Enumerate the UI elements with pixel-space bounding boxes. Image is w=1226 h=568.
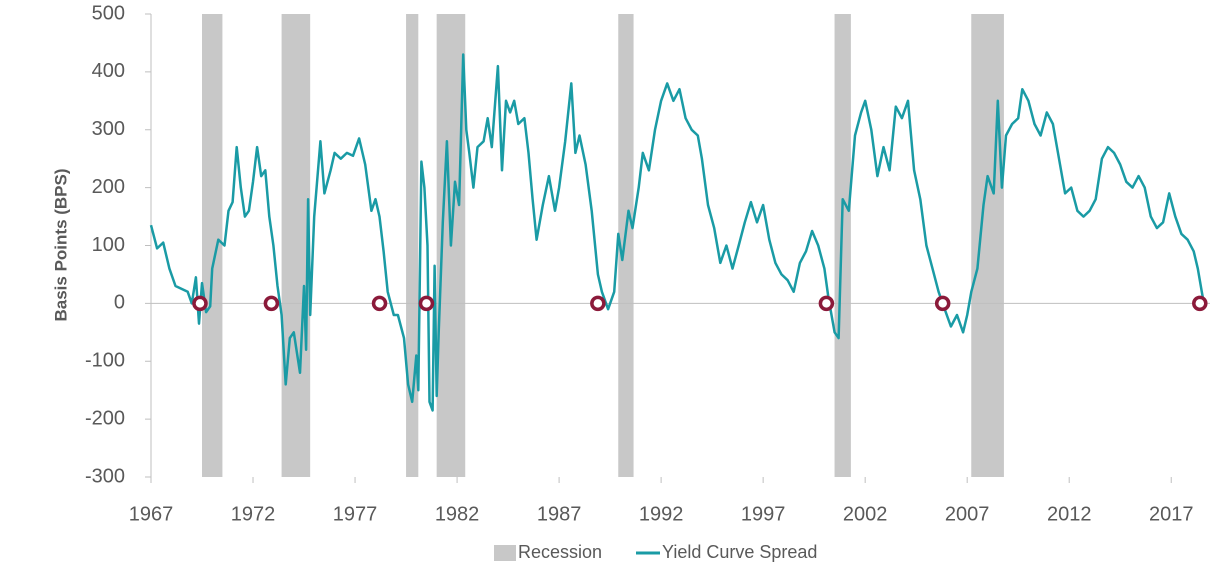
x-tick-label: 2012	[1047, 503, 1092, 525]
x-tick-label: 2002	[843, 503, 888, 525]
x-tick-label: 1992	[639, 503, 684, 525]
inversion-marker	[818, 295, 835, 312]
recession-band	[406, 14, 419, 477]
inversion-marker	[418, 295, 435, 312]
inversion-marker	[1192, 295, 1208, 312]
x-tick-label: 1997	[741, 503, 786, 525]
legend-swatch	[494, 545, 516, 561]
y-tick-label: 300	[92, 118, 125, 140]
x-tick-label: 1967	[129, 503, 174, 525]
inversion-marker	[263, 295, 280, 312]
y-axis-title: Basis Points (BPS)	[51, 168, 70, 321]
y-tick-label: 500	[92, 2, 125, 24]
x-tick-label: 1987	[537, 503, 582, 525]
inversion-marker	[590, 295, 606, 312]
legend-label: Recession	[518, 542, 602, 562]
recession-band	[202, 14, 223, 477]
x-tick-label: 2017	[1149, 503, 1194, 525]
y-tick-label: -300	[85, 465, 125, 487]
y-tick-label: 400	[92, 60, 125, 82]
legend-label: Yield Curve Spread	[662, 542, 817, 562]
y-tick-label: -100	[85, 350, 125, 372]
inversion-marker	[371, 295, 388, 312]
y-tick-label: 0	[114, 292, 125, 314]
recession-band	[618, 14, 634, 477]
y-tick-label: 100	[92, 234, 125, 256]
x-tick-label: 1977	[333, 503, 378, 525]
x-tick-label: 1972	[231, 503, 276, 525]
recession-band	[834, 14, 851, 477]
recession-band	[971, 14, 1004, 477]
inversion-marker	[192, 295, 208, 312]
inversion-marker	[934, 295, 951, 312]
recession-band	[281, 14, 311, 477]
spread-line	[149, 53, 1206, 412]
x-tick-label: 1982	[435, 503, 480, 525]
x-tick-label: 2007	[945, 503, 990, 525]
y-tick-label: -200	[85, 407, 125, 429]
y-tick-label: 200	[92, 176, 125, 198]
